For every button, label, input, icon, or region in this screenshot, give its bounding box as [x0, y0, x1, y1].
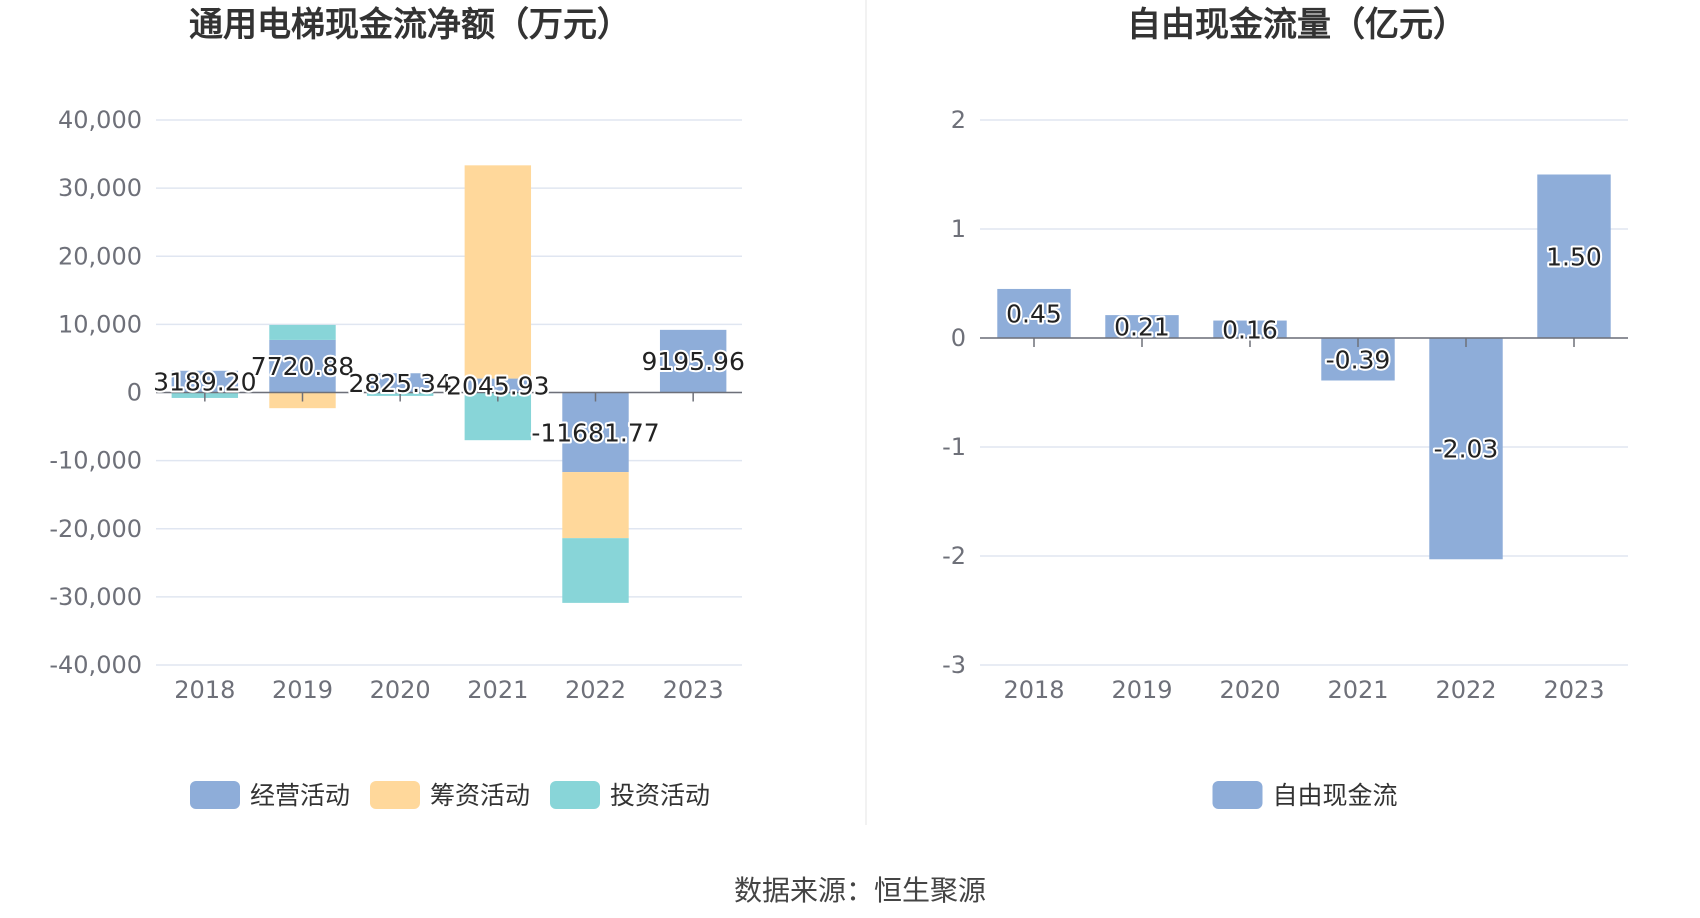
fcf-data-label: 0.16	[1222, 315, 1278, 344]
fcf-x-tick-label: 2021	[1327, 676, 1388, 704]
fcf-bar-2022-s0	[1429, 338, 1503, 560]
fcf-x-tick-label: 2022	[1435, 676, 1496, 704]
cf-bar-2021-s0	[464, 378, 532, 393]
cf-data-label: 2045.93	[446, 372, 549, 401]
cf-x-tick-label: 2023	[663, 676, 724, 704]
cf-data-label: -11681.77	[531, 418, 659, 447]
fcf-y-tick-label: 0	[951, 324, 966, 352]
cf-bar-2022-s2	[562, 538, 629, 603]
fcf-y-tick-label: -2	[942, 542, 966, 570]
fcf-x-tick-label: 2020	[1219, 676, 1280, 704]
fcf-bar-2018-s0	[997, 288, 1071, 338]
free-cash-flow-chart: 2 1 0 -1 -2 -3 2018 2019 2020 2021 2022 2023 0.45 0.2…	[942, 106, 1628, 810]
fcf-x-tick-label: 2019	[1111, 676, 1172, 704]
fcf-legend-swatch	[1212, 781, 1263, 809]
cf-x-tick-label: 2021	[467, 676, 528, 704]
cf-y-tick-label: -30,000	[49, 583, 142, 611]
fcf-bar-2020-s0	[1213, 320, 1287, 338]
cf-bar-2019-s0	[269, 339, 336, 393]
cf-legend-swatch	[190, 781, 240, 809]
cf-legend-item: 经营活动	[190, 781, 350, 810]
cf-legend-item: 投资活动	[550, 781, 710, 810]
cf-bar-2020-s0	[366, 373, 434, 393]
fcf-y-tick-label: 1	[951, 215, 966, 243]
fcf-data-label: 1.50	[1546, 242, 1602, 271]
cf-y-tick-label: 20,000	[58, 242, 142, 270]
fcf-bar-2019-s0	[1105, 315, 1179, 338]
cf-y-tick-label: 10,000	[58, 310, 142, 338]
cash-flow-chart: 40,000 30,000 20,000 10,000 0 -10,000 -20,000 -…	[49, 106, 747, 810]
cf-legend-label: 经营活动	[250, 781, 350, 810]
cf-bar-2018-s0	[171, 370, 239, 393]
cf-y-tick-label: -10,000	[49, 447, 142, 475]
cf-legend-label: 筹资活动	[430, 781, 530, 810]
fcf-data-label: 0.45	[1006, 299, 1062, 328]
fcf-x-tick-label: 2018	[1003, 676, 1064, 704]
cf-x-tick-label: 2022	[565, 676, 626, 704]
cf-bar-2023-s0	[659, 329, 727, 393]
cf-data-label: 9195.96	[641, 347, 744, 376]
cf-y-tick-label: 30,000	[58, 174, 142, 202]
cf-y-tick-label: -20,000	[49, 515, 142, 543]
cf-y-tick-label: -40,000	[49, 651, 142, 679]
cf-y-tick-label: 40,000	[58, 106, 142, 134]
fcf-x-tick-label: 2023	[1543, 676, 1604, 704]
cf-bar-2022-s0	[562, 392, 629, 473]
cf-legend-label: 投资活动	[610, 781, 710, 810]
cf-bar-2021-s1	[464, 165, 532, 379]
fcf-y-tick-label: -3	[942, 651, 966, 679]
fcf-bar-2023-s0	[1537, 174, 1611, 338]
cf-data-label: 2825.34	[348, 369, 451, 398]
source-note: 数据来源：恒生聚源	[734, 874, 986, 907]
fcf-y-tick-label: -1	[942, 433, 966, 461]
cf-data-label: 7720.88	[251, 352, 354, 381]
cf-x-tick-label: 2020	[370, 676, 431, 704]
chart1-title: 通用电梯现金流净额（万元）	[189, 5, 631, 45]
cf-legend-swatch	[370, 781, 420, 809]
chart2-title: 自由现金流量（亿元）	[1127, 5, 1467, 45]
cf-bar-2019-s2	[269, 324, 336, 340]
cf-data-label: 3189.20	[153, 368, 256, 397]
fcf-legend-item: 自由现金流	[1212, 781, 1398, 810]
cf-legend-swatch	[550, 781, 600, 809]
cf-bar-2022-s1	[562, 472, 629, 539]
cf-y-tick-label: 0	[127, 379, 142, 407]
fcf-data-label: -0.39	[1326, 345, 1391, 374]
cf-legend-item: 筹资活动	[370, 781, 530, 810]
fcf-legend-label: 自由现金流	[1273, 781, 1398, 810]
fcf-data-label: 0.21	[1114, 313, 1170, 342]
cf-x-tick-label: 2018	[174, 676, 235, 704]
fcf-data-label: -2.03	[1434, 435, 1499, 464]
cf-x-tick-label: 2019	[272, 676, 333, 704]
fcf-y-tick-label: 2	[951, 106, 966, 134]
